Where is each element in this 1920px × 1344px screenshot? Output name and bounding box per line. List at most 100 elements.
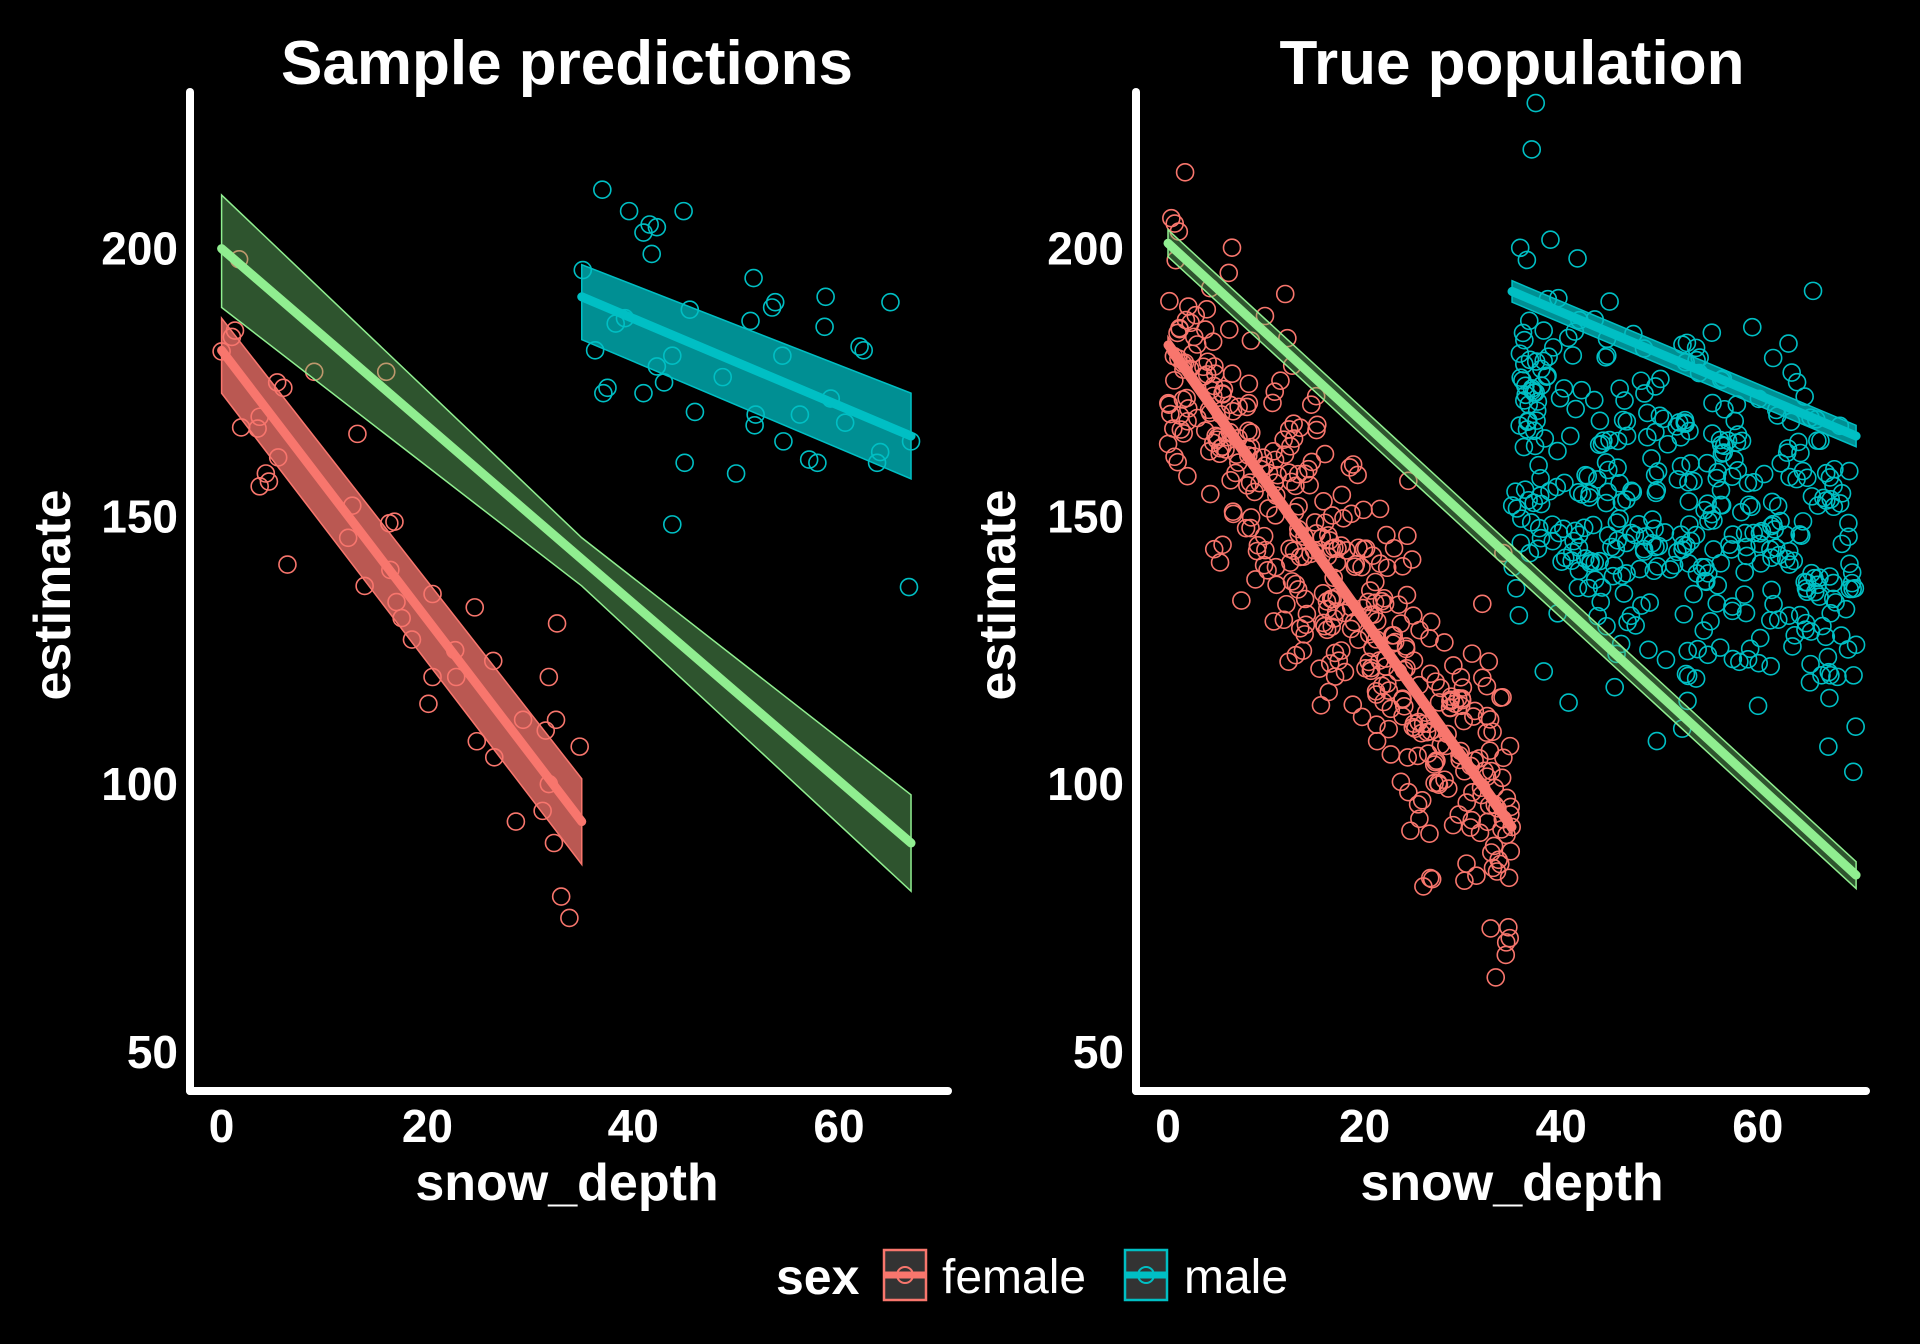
data-point-male	[1742, 497, 1761, 517]
data-point-male	[816, 287, 835, 307]
data-point-female	[1162, 208, 1181, 228]
data-point-male	[1511, 368, 1531, 387]
data-point-male	[1679, 554, 1699, 573]
data-point-female	[1435, 770, 1454, 790]
data-point-male	[1626, 616, 1645, 635]
data-point-male	[1534, 662, 1554, 681]
data-point-male	[1803, 281, 1823, 301]
data-point-female	[1305, 513, 1325, 532]
data-point-male	[1602, 537, 1621, 557]
data-point-female	[1239, 421, 1258, 441]
data-point-male	[1701, 612, 1720, 631]
data-point-male	[1748, 696, 1768, 716]
data-point-male	[1826, 593, 1845, 612]
legend-label-female: female	[942, 1251, 1086, 1304]
data-point-male	[1779, 606, 1799, 625]
data-point-male	[1564, 531, 1583, 551]
data-point-female	[1239, 374, 1259, 394]
data-point-male	[1581, 554, 1600, 573]
data-point-male	[1526, 352, 1546, 371]
data-point-male	[1784, 551, 1804, 571]
data-point-male	[1810, 587, 1829, 606]
pooled-fit-line	[217, 244, 916, 848]
data-point-male	[1783, 637, 1802, 656]
data-point-male	[1664, 555, 1684, 575]
data-point-male	[1639, 640, 1658, 660]
data-point-male	[1594, 431, 1613, 450]
data-point-female	[570, 737, 589, 756]
data-point-female	[467, 731, 487, 751]
data-point-male	[1603, 566, 1623, 586]
data-point-female	[1204, 539, 1224, 559]
data-point-male	[1613, 410, 1633, 430]
data-point-male	[1722, 467, 1742, 487]
data-point-male	[1698, 494, 1717, 513]
data-point-male	[1787, 469, 1806, 489]
data-point-male	[1704, 540, 1723, 559]
data-point-female	[1295, 589, 1315, 609]
data-point-female	[1170, 319, 1190, 339]
data-point-male	[598, 378, 617, 398]
data-point-male	[899, 577, 919, 597]
data-point-male	[1621, 606, 1641, 626]
data-point-male	[1744, 473, 1764, 492]
data-point-male	[634, 383, 653, 403]
data-point-female	[1500, 736, 1520, 756]
data-point-female	[1359, 652, 1379, 672]
data-point-female	[1290, 418, 1310, 437]
data-point-male	[1563, 543, 1582, 562]
data-point-male	[1617, 490, 1636, 509]
data-point-female	[1279, 463, 1299, 482]
data-point-male	[1763, 514, 1783, 534]
data-point-female	[1361, 661, 1381, 681]
y-axis-label: estimate	[24, 490, 82, 701]
data-point-male	[1534, 321, 1553, 340]
data-point-female	[1379, 719, 1398, 739]
data-point-female	[1254, 555, 1274, 575]
data-point-female	[1454, 711, 1474, 731]
data-point-female	[546, 710, 566, 730]
data-point-male	[1762, 492, 1782, 512]
data-point-male	[1808, 496, 1828, 515]
data-point-male	[1674, 604, 1694, 624]
data-point-male	[1820, 468, 1840, 487]
data-point-female	[1420, 868, 1440, 888]
x-tick-label: 0	[209, 1100, 235, 1152]
data-point-female	[1181, 313, 1200, 333]
data-point-female	[348, 424, 367, 444]
data-point-male	[799, 450, 819, 469]
data-point-female	[1210, 553, 1230, 572]
data-point-female	[1274, 610, 1294, 630]
data-point-male	[1671, 427, 1691, 447]
y-tick-label: 150	[101, 490, 178, 542]
data-point-male	[1768, 610, 1788, 630]
data-point-female	[1349, 630, 1368, 649]
data-point-female	[1336, 541, 1356, 560]
data-point-female	[1213, 385, 1232, 404]
data-point-male	[1656, 650, 1676, 670]
data-point-female	[1462, 810, 1482, 830]
data-point-female	[1281, 553, 1300, 572]
data-point-female	[1290, 618, 1310, 638]
data-point-female	[1289, 496, 1308, 516]
data-point-male	[1588, 470, 1607, 489]
data-point-male	[1635, 384, 1654, 403]
data-point-male	[1528, 539, 1548, 559]
data-point-male	[1679, 492, 1699, 511]
data-point-female	[1165, 214, 1185, 233]
data-point-male	[642, 244, 662, 264]
data-point-male	[762, 298, 782, 317]
data-point-male	[854, 341, 873, 360]
data-point-male	[1708, 575, 1728, 595]
data-point-male	[1517, 420, 1537, 439]
data-point-male	[1707, 468, 1727, 488]
data-point-female	[1322, 617, 1342, 636]
data-point-male	[1797, 468, 1817, 488]
legend-title: sex	[776, 1249, 860, 1305]
data-point-female	[1322, 506, 1342, 525]
data-point-female	[551, 887, 571, 906]
data-point-female	[1473, 668, 1492, 688]
data-point-male	[1572, 380, 1591, 400]
data-point-female	[1377, 525, 1396, 545]
data-point-male	[774, 432, 793, 451]
